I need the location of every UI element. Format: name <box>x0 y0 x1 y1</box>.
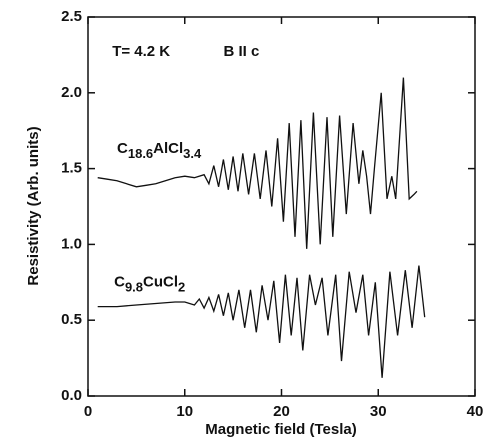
y-tick-label: 1.5 <box>61 160 82 177</box>
series-label-part: CuCl <box>143 273 178 290</box>
x-tick-label: 20 <box>273 403 290 420</box>
series-label-part: 9.8 <box>125 280 143 295</box>
y-tick-label: 2.0 <box>61 84 82 101</box>
plot-frame <box>87 16 476 397</box>
series-label-part: C <box>117 140 128 157</box>
x-tick-label: 30 <box>370 403 387 420</box>
y-tick-label: 0.5 <box>61 311 82 328</box>
series-label-part: AlCl <box>153 140 183 157</box>
series-line <box>97 77 418 249</box>
series-line <box>97 265 426 378</box>
annotation: T= 4.2 K <box>112 43 170 60</box>
y-tick-label: 2.5 <box>61 8 82 25</box>
y-tick-label: 1.0 <box>61 235 82 252</box>
series-label-part: 3.4 <box>183 146 202 161</box>
series-label-part: C <box>114 273 125 290</box>
x-axis-label: Magnetic field (Tesla) <box>205 421 356 438</box>
series-label: C9.8CuCl2 <box>114 273 185 294</box>
x-tick-label: 40 <box>467 403 484 420</box>
x-tick-label: 10 <box>176 403 193 420</box>
x-tick-label: 0 <box>84 403 92 420</box>
series-label: C18.6AlCl3.4 <box>117 140 202 161</box>
series-label-part: 2 <box>178 280 185 295</box>
y-tick-label: 0.0 <box>61 387 82 404</box>
y-axis-label: Resistivity (Arb. units) <box>25 126 42 285</box>
series-label-part: 18.6 <box>128 146 153 161</box>
annotation: B II c <box>223 43 259 60</box>
